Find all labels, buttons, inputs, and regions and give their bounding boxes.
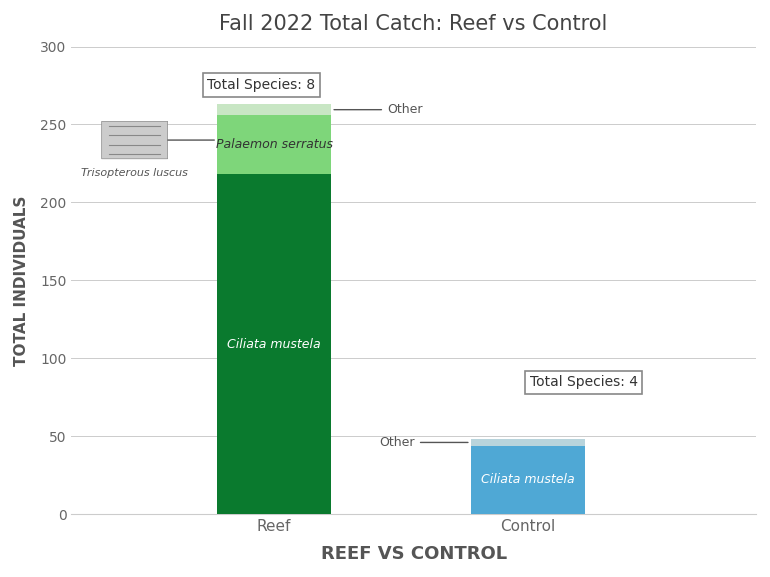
Text: Total Species: 8: Total Species: 8 [207, 78, 316, 92]
Text: Total Species: 4: Total Species: 4 [530, 376, 638, 389]
Text: Trisopterous luscus: Trisopterous luscus [81, 168, 188, 178]
X-axis label: REEF VS CONTROL: REEF VS CONTROL [320, 545, 507, 563]
Y-axis label: TOTAL INDIVIDUALS: TOTAL INDIVIDUALS [14, 195, 29, 366]
Bar [217, 115, 331, 174]
Bar [470, 445, 585, 514]
Title: Fall 2022 Total Catch: Reef vs Control: Fall 2022 Total Catch: Reef vs Control [219, 14, 608, 34]
Text: Ciliata mustela: Ciliata mustela [481, 473, 574, 486]
Text: Palaemon serratus: Palaemon serratus [216, 138, 333, 151]
Text: Other: Other [380, 436, 468, 449]
Bar [217, 104, 331, 115]
FancyBboxPatch shape [102, 121, 168, 159]
Bar [217, 174, 331, 514]
Bar [470, 439, 585, 445]
Text: Other: Other [334, 103, 423, 116]
Text: Ciliata mustela: Ciliata mustela [227, 338, 321, 351]
